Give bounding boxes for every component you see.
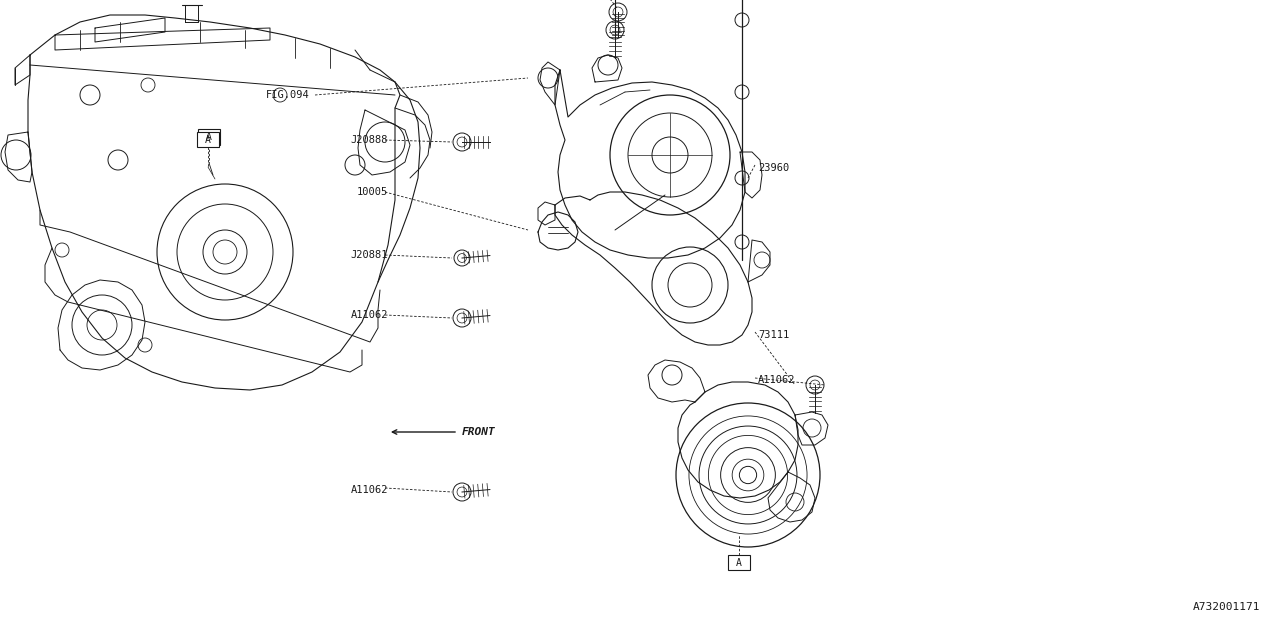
Text: A11062: A11062 — [351, 310, 388, 320]
Bar — [198, 129, 220, 145]
Bar — [197, 132, 219, 147]
Text: A11062: A11062 — [758, 375, 795, 385]
Text: 23960: 23960 — [758, 163, 790, 173]
Text: J20881: J20881 — [351, 250, 388, 260]
Text: A: A — [736, 557, 742, 568]
Text: 10005: 10005 — [357, 187, 388, 197]
Text: A: A — [206, 132, 212, 142]
Text: A732001171: A732001171 — [1193, 602, 1260, 612]
Text: A: A — [205, 134, 211, 145]
Text: FIG.094: FIG.094 — [266, 90, 310, 100]
Text: A11062: A11062 — [351, 485, 388, 495]
Text: 73111: 73111 — [758, 330, 790, 340]
Bar — [728, 555, 750, 570]
Text: FRONT: FRONT — [462, 427, 495, 437]
Text: J20888: J20888 — [351, 135, 388, 145]
